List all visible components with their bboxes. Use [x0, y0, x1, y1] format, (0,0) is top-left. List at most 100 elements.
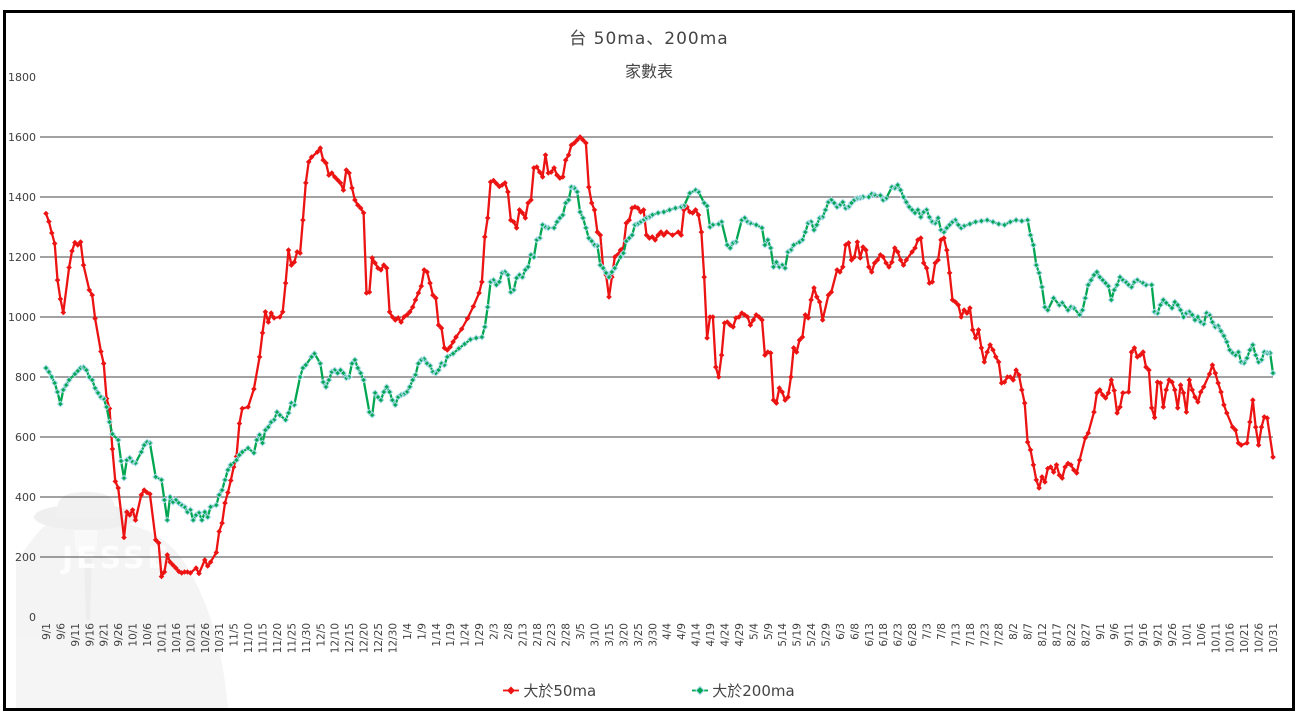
svg-text:2/28: 2/28: [561, 623, 573, 647]
svg-text:11/25: 11/25: [286, 623, 298, 653]
svg-text:3/20: 3/20: [618, 623, 630, 647]
svg-text:9/6: 9/6: [1109, 623, 1121, 640]
svg-text:3/10: 3/10: [590, 623, 602, 647]
svg-text:9/16: 9/16: [84, 623, 96, 647]
svg-text:6/3: 6/3: [835, 623, 847, 640]
svg-text:1600: 1600: [8, 131, 36, 144]
svg-text:10/11: 10/11: [156, 623, 168, 653]
svg-text:9/16: 9/16: [1138, 623, 1150, 647]
svg-text:10/21: 10/21: [185, 623, 197, 653]
svg-text:3/5: 3/5: [575, 623, 587, 640]
svg-text:12/20: 12/20: [359, 623, 371, 653]
svg-text:1/4: 1/4: [402, 623, 414, 640]
svg-text:4/14: 4/14: [691, 623, 703, 647]
svg-text:7/28: 7/28: [994, 623, 1006, 647]
legend-item-over-50ma: 大於50ma: [503, 680, 596, 701]
svg-text:2/13: 2/13: [517, 623, 529, 647]
svg-text:4/24: 4/24: [719, 623, 731, 647]
svg-text:1200: 1200: [8, 251, 36, 264]
svg-text:10/11: 10/11: [1210, 623, 1222, 653]
svg-text:10/6: 10/6: [142, 623, 154, 647]
svg-text:9/21: 9/21: [99, 623, 111, 647]
svg-text:9/6: 9/6: [55, 623, 67, 640]
svg-text:4/4: 4/4: [662, 623, 674, 640]
svg-text:7/18: 7/18: [965, 623, 977, 647]
svg-text:1/24: 1/24: [460, 623, 472, 647]
data-series-lines: [42, 134, 1277, 580]
svg-text:5/19: 5/19: [792, 623, 804, 647]
svg-text:2/23: 2/23: [546, 623, 558, 647]
svg-text:1800: 1800: [8, 71, 36, 84]
svg-text:0: 0: [29, 611, 36, 624]
legend-marker-red-diamond-icon: [503, 686, 520, 695]
svg-text:6/8: 6/8: [849, 623, 861, 640]
svg-text:4/29: 4/29: [734, 623, 746, 647]
svg-text:10/6: 10/6: [1196, 623, 1208, 647]
y-gridlines: [40, 136, 1273, 558]
svg-text:5/24: 5/24: [806, 623, 818, 647]
svg-text:6/23: 6/23: [893, 623, 905, 647]
legend-item-over-200ma: 大於200ma: [692, 680, 795, 701]
svg-text:12/30: 12/30: [387, 623, 399, 653]
svg-text:2/8: 2/8: [503, 623, 515, 640]
svg-text:3/25: 3/25: [633, 623, 645, 647]
svg-text:9/11: 9/11: [70, 623, 82, 647]
watermark-text: JESSE: [60, 541, 171, 576]
svg-text:9/1: 9/1: [1095, 623, 1107, 640]
svg-text:11/20: 11/20: [272, 623, 284, 653]
svg-text:8/27: 8/27: [1080, 623, 1092, 647]
svg-text:9/11: 9/11: [1124, 623, 1136, 647]
svg-text:8/17: 8/17: [1051, 623, 1063, 647]
legend-label: 大於200ma: [712, 682, 795, 700]
svg-text:800: 800: [15, 371, 36, 384]
svg-text:9/26: 9/26: [1167, 623, 1179, 647]
svg-text:10/31: 10/31: [214, 623, 226, 653]
svg-text:5/14: 5/14: [777, 623, 789, 647]
svg-text:10/16: 10/16: [171, 623, 183, 654]
svg-text:4/19: 4/19: [705, 623, 717, 647]
svg-text:12/10: 12/10: [330, 623, 342, 653]
svg-text:11/5: 11/5: [229, 623, 241, 647]
svg-text:2/3: 2/3: [488, 623, 500, 640]
legend-label: 大於50ma: [523, 682, 597, 700]
svg-text:8/12: 8/12: [1037, 623, 1049, 647]
svg-text:7/23: 7/23: [979, 623, 991, 647]
svg-text:5/9: 5/9: [763, 623, 775, 640]
legend-marker-green-diamond-icon: [692, 685, 709, 696]
svg-text:6/13: 6/13: [864, 623, 876, 647]
svg-text:9/21: 9/21: [1153, 623, 1165, 647]
svg-text:12/25: 12/25: [373, 623, 385, 653]
svg-text:11/15: 11/15: [258, 623, 270, 653]
svg-text:7/13: 7/13: [950, 623, 962, 647]
x-axis-labels: 9/1 9/6 9/11 9/16 9/21 9/26 10/1 10/6 10/11 10/16…: [41, 623, 1280, 654]
svg-text:3/30: 3/30: [647, 623, 659, 647]
svg-text:600: 600: [15, 431, 36, 444]
svg-text:1400: 1400: [8, 191, 36, 204]
svg-text:10/16: 10/16: [1225, 623, 1237, 654]
screenshot-border-frame: [3, 10, 1295, 711]
svg-text:10/1: 10/1: [1181, 623, 1193, 647]
svg-text:12/15: 12/15: [344, 623, 356, 653]
svg-text:11/10: 11/10: [243, 623, 255, 653]
svg-text:9/1: 9/1: [41, 623, 53, 640]
y-axis-labels: 0 200 400 600 800 1000 1200 1400 1600 1800: [8, 71, 36, 624]
svg-text:400: 400: [15, 491, 36, 504]
svg-text:4/9: 4/9: [676, 623, 688, 640]
svg-text:11/30: 11/30: [301, 623, 313, 653]
svg-text:1/29: 1/29: [474, 623, 486, 647]
svg-text:1/19: 1/19: [445, 623, 457, 647]
svg-text:2/18: 2/18: [532, 623, 544, 647]
svg-text:1/14: 1/14: [431, 623, 443, 647]
svg-text:7/8: 7/8: [936, 623, 948, 640]
svg-text:1000: 1000: [8, 311, 36, 324]
svg-text:6/28: 6/28: [907, 623, 919, 647]
svg-text:8/22: 8/22: [1066, 623, 1078, 647]
svg-text:7/3: 7/3: [922, 623, 934, 640]
svg-text:3/15: 3/15: [604, 623, 616, 647]
chart-legend: 大於50ma 大於200ma: [0, 680, 1298, 701]
svg-text:9/26: 9/26: [113, 623, 125, 647]
svg-text:1/9: 1/9: [416, 623, 428, 640]
svg-text:200: 200: [15, 551, 36, 564]
svg-text:10/26: 10/26: [1254, 623, 1266, 654]
